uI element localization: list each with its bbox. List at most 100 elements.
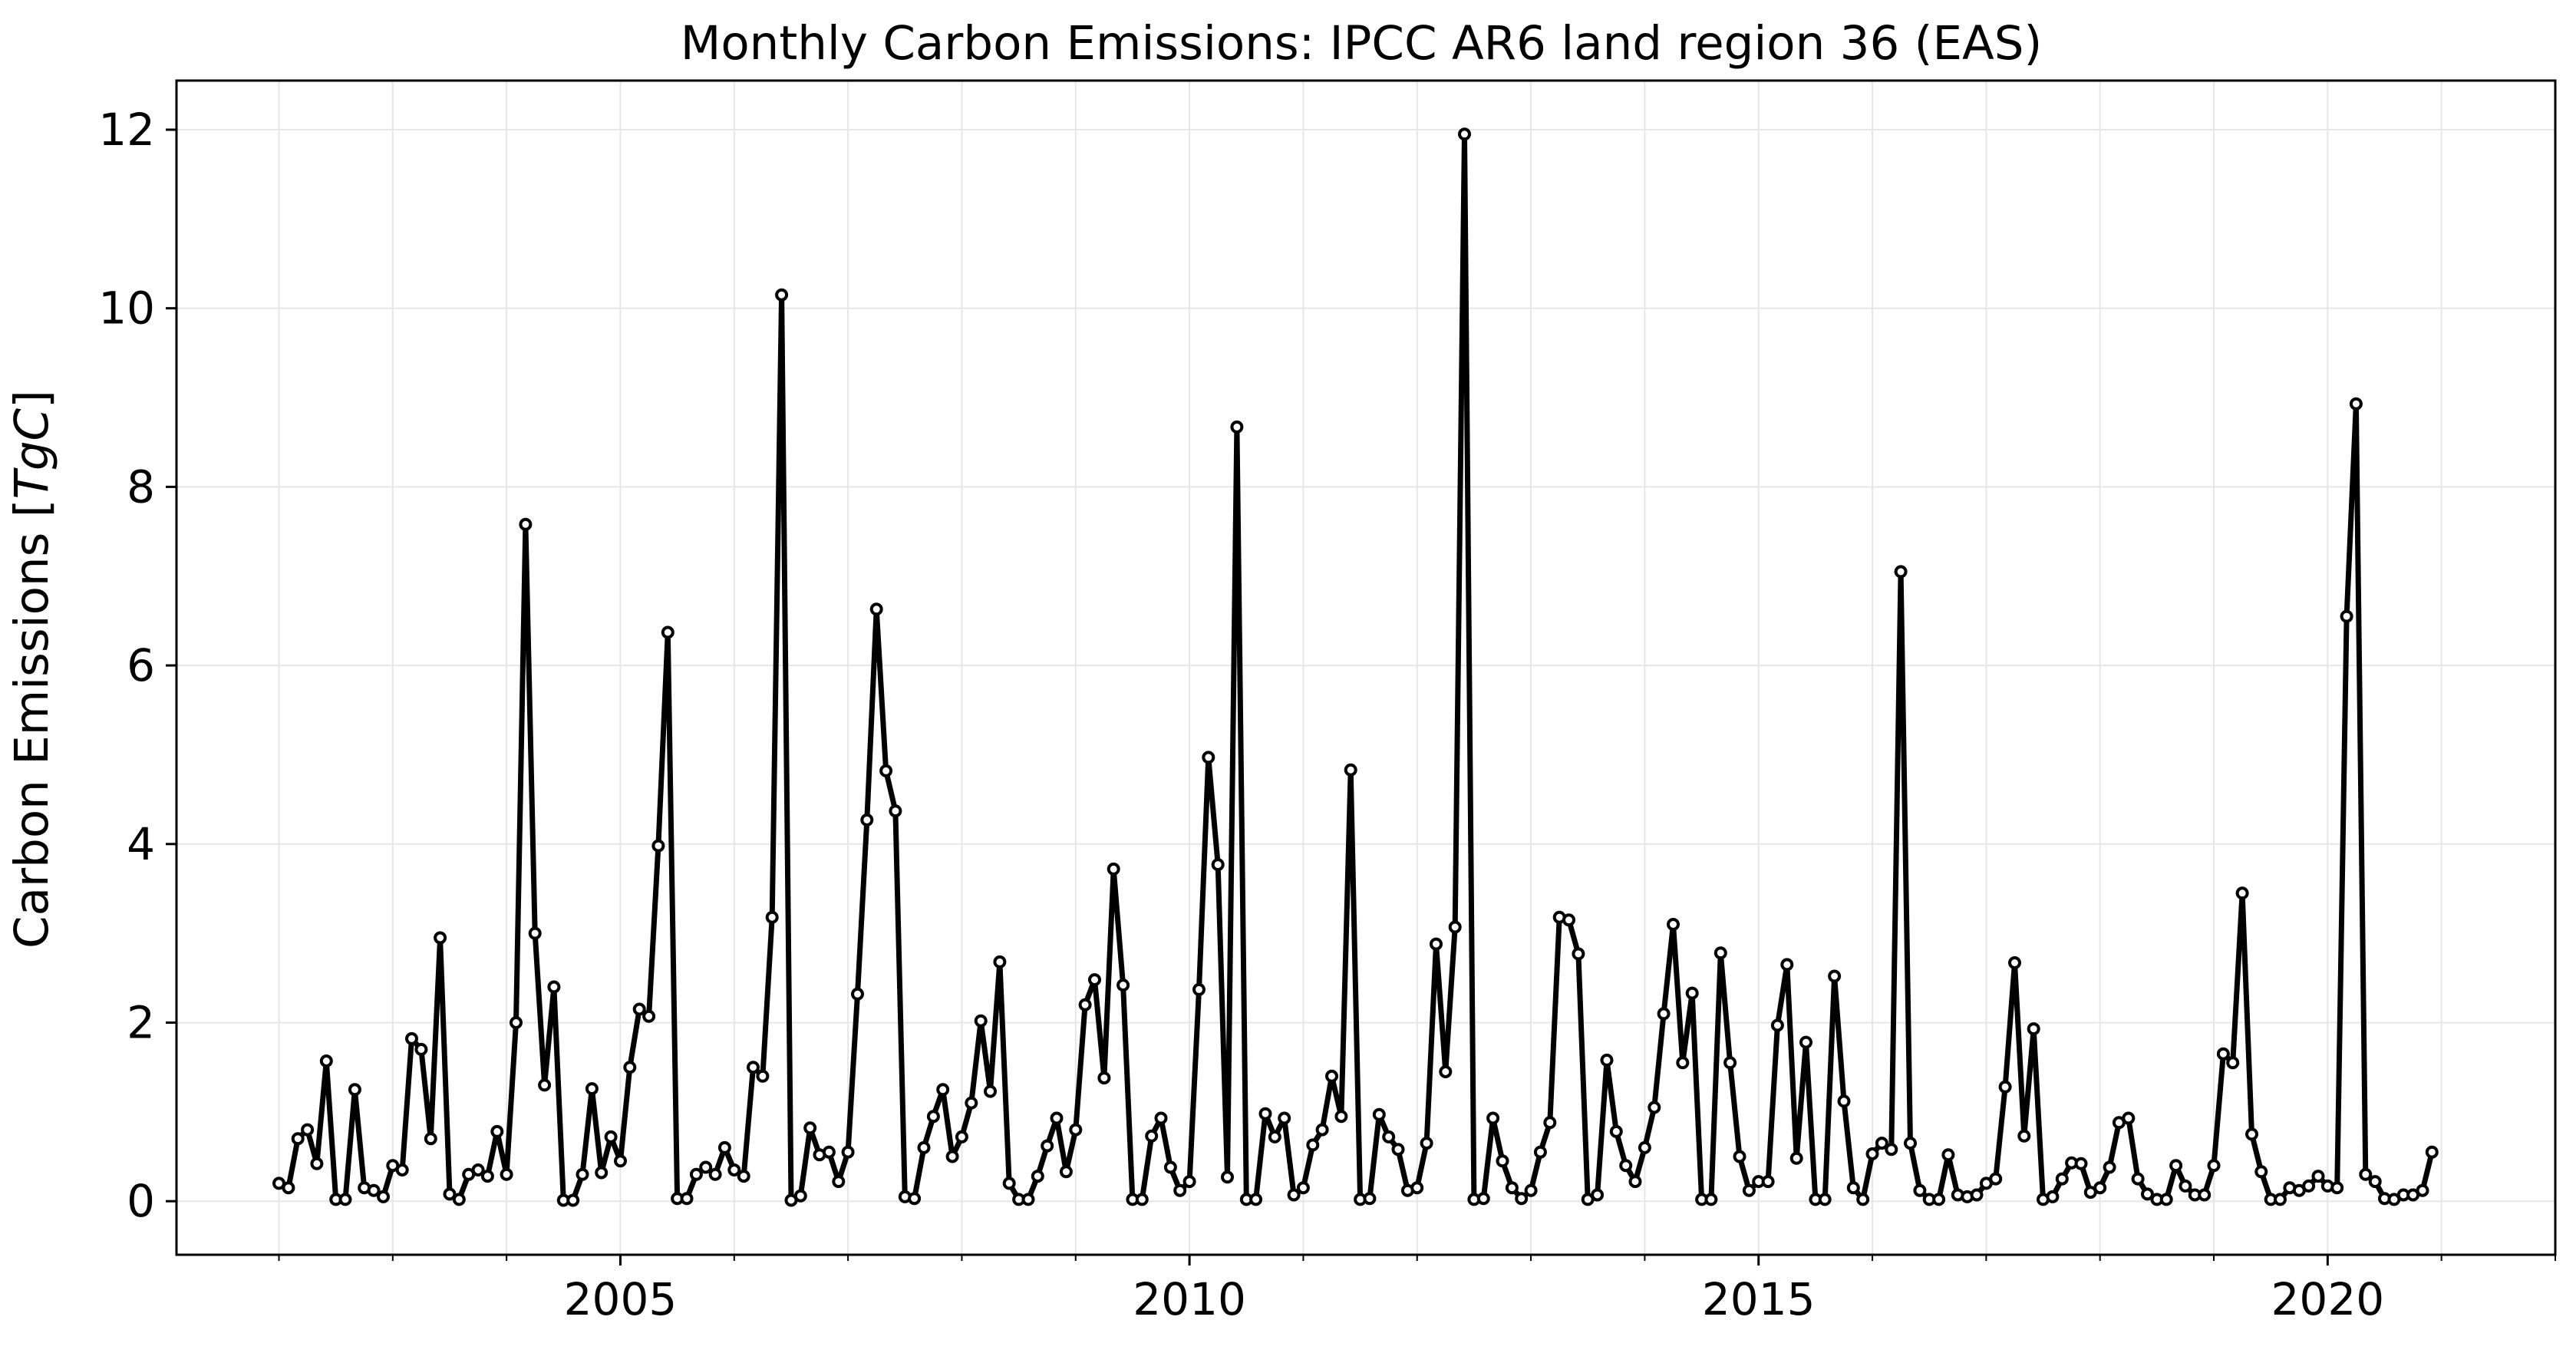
data-point [1789,1151,1803,1165]
data-point [1713,946,1727,960]
data-point [1818,1193,1832,1206]
data-point [2226,1056,2240,1070]
data-point [319,1054,333,1068]
data-point [699,1160,713,1174]
data-point [2093,1181,2107,1195]
data-point [1638,1140,1651,1154]
data-point [1648,1101,1661,1114]
data-point [1572,947,1585,961]
data-point [1856,1193,1870,1206]
data-point [1278,1111,1291,1125]
y-tick-label: 4 [127,818,155,870]
data-point [2349,397,2363,411]
data-point [1676,1056,1690,1070]
data-point [1315,1123,1329,1137]
data-point [576,1167,589,1181]
data-point [869,602,883,616]
data-point [1221,1170,1234,1184]
data-point [1780,958,1794,972]
y-axis-label: Carbon Emissions [TgC] [5,390,59,949]
data-point [1391,1143,1405,1157]
data-point [793,1189,807,1203]
data-point [1458,127,1471,141]
data-point [775,288,789,302]
data-point [2235,886,2249,900]
data-point [2416,1183,2429,1197]
y-axis-label-suffix: ] [5,390,59,408]
data-point [1078,998,1092,1011]
data-point [395,1163,409,1176]
data-point [604,1130,618,1143]
x-tick-label: 2010 [1133,1273,1246,1325]
data-point [936,1083,950,1097]
data-point [528,926,542,940]
data-point [1344,763,1357,777]
plot-frame [175,79,2557,1256]
data-point [490,1124,504,1138]
data-point [1543,1116,1557,1130]
data-point [2055,1172,2069,1186]
data-point [2425,1145,2439,1159]
x-tick-label: 2020 [2271,1273,2385,1325]
axis-ticks: 2005 2010 2015 2020 0 2 4 6 8 10 12 [98,104,2556,1325]
data-point [452,1193,466,1206]
data-point [1325,1069,1338,1083]
data-point [282,1181,295,1195]
data-point [471,1163,485,1176]
data-point [1296,1181,1310,1195]
data-point [1107,862,1120,876]
data-point [965,1096,978,1110]
x-tick-label: 2015 [1702,1273,1816,1325]
data-point [945,1150,959,1163]
data-point [1562,913,1575,927]
data-point [480,1170,494,1183]
data-point [955,1130,968,1143]
data-point [1704,1193,1718,1206]
data-point [595,1166,609,1180]
y-tick-label: 0 [127,1175,155,1227]
data-point [1894,565,1908,579]
data-point [500,1167,513,1181]
data-point [1382,1130,1396,1143]
data-point [1989,1172,2003,1186]
data-point [2103,1160,2116,1174]
data-point [1932,1193,1946,1206]
data-point [510,1016,523,1029]
data-point [1439,1065,1453,1078]
data-point [1069,1123,1083,1137]
data-point [727,1163,741,1176]
data-point [1628,1175,1642,1189]
data-point [2074,1157,2088,1170]
data-point [1173,1183,1187,1197]
data-point [1154,1111,1168,1125]
data-point [1249,1193,1263,1206]
data-point [1306,1138,1320,1152]
data-point [1904,1137,1917,1150]
data-point [1041,1139,1054,1153]
data-point [860,813,874,827]
data-point [1533,1145,1547,1159]
data-point [984,1084,997,1098]
data-point [908,1192,922,1206]
data-point [1410,1181,1424,1195]
data-point [2008,956,2021,969]
data-point [661,625,675,639]
data-point [1998,1080,2012,1094]
x-tick-label: 2005 [564,1273,678,1325]
data-point [2216,1047,2230,1061]
y-tick-label: 10 [98,282,155,335]
data-point [1515,1192,1529,1206]
data-point [1723,1056,1737,1070]
data-point [841,1145,855,1159]
data-point [2302,1179,2316,1193]
y-axis-label-unit: TgC [5,408,59,499]
y-tick-label: 2 [127,996,155,1048]
y-tick-label: 6 [127,639,155,691]
data-point [1685,986,1699,1000]
data-point [377,1190,390,1203]
data-point [547,980,561,994]
data-point [2122,1111,2136,1125]
data-point [1742,1183,1756,1197]
data-point [1116,978,1130,992]
